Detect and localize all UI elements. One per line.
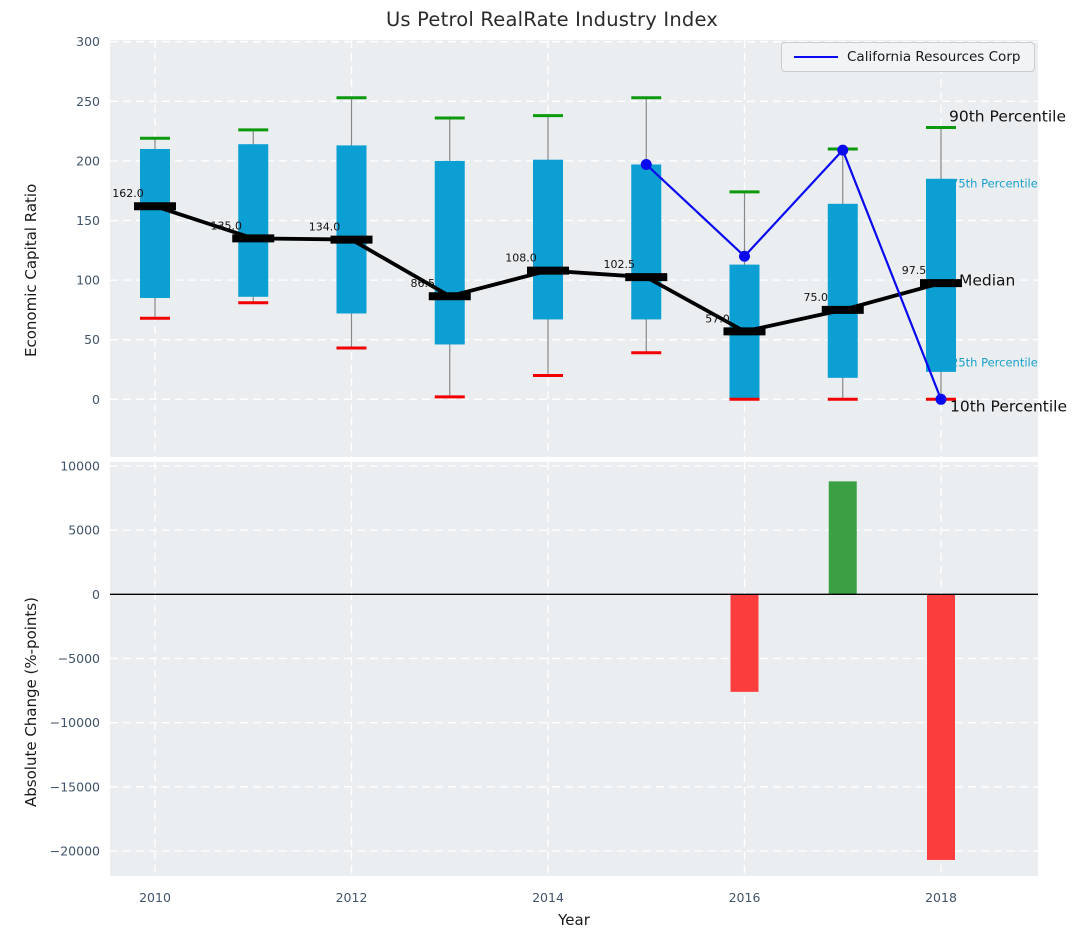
- xtick-2018: 2018: [925, 890, 957, 905]
- xtick-2012: 2012: [336, 890, 368, 905]
- top-ytick-100: 100: [76, 273, 100, 288]
- bottom-ytick--10000: −10000: [50, 715, 100, 730]
- box-2014: [533, 159, 563, 320]
- company-point-2018: [935, 393, 947, 405]
- top-ytick-150: 150: [76, 213, 100, 228]
- bottom-ytick--5000: −5000: [58, 651, 100, 666]
- change-bar-2016: [730, 594, 759, 692]
- bottom-ytick-5000: 5000: [68, 523, 100, 538]
- box-2017: [827, 203, 858, 378]
- box-2018: [926, 178, 956, 372]
- annotation-median: Median: [959, 271, 1016, 290]
- median-value-label-2015: 102.5: [604, 258, 636, 271]
- legend-line-sample-icon: [794, 56, 838, 58]
- median-value-label-2011: 135.0: [211, 219, 243, 232]
- bottom-plot-background: [110, 462, 1038, 876]
- box-2011: [238, 144, 269, 297]
- xtick-2016: 2016: [729, 890, 761, 905]
- box-2010: [140, 148, 170, 298]
- median-value-label-2016: 57.0: [705, 312, 730, 325]
- company-point-2015: [640, 158, 652, 170]
- median-value-label-2010: 162.0: [112, 187, 144, 200]
- median-value-label-2013: 86.5: [411, 277, 436, 290]
- box-2012: [336, 145, 367, 314]
- xtick-2014: 2014: [532, 890, 564, 905]
- xtick-2010: 2010: [139, 890, 171, 905]
- box-2015: [631, 164, 662, 320]
- top-ytick-0: 0: [92, 392, 100, 407]
- bottom-ytick--20000: −20000: [50, 843, 100, 858]
- top-ytick-200: 200: [76, 153, 100, 168]
- annotation-25th-percentile: 25th Percentile: [951, 355, 1038, 370]
- median-value-label-2018: 97.5: [902, 264, 927, 277]
- bottom-ytick-0: 0: [92, 587, 100, 602]
- change-bar-2017: [828, 481, 857, 595]
- median-value-label-2012: 134.0: [309, 221, 341, 234]
- annotation-10th-percentile: 10th Percentile: [950, 397, 1068, 416]
- change-bar-2018: [927, 594, 955, 860]
- company-line: [645, 148, 943, 400]
- bottom-ytick--15000: −15000: [50, 779, 100, 794]
- bottom-y-axis-label: Absolute Change (%-points): [22, 597, 40, 807]
- annotation-90th-percentile: 90th Percentile: [949, 107, 1067, 126]
- median-value-label-2014: 108.0: [505, 252, 537, 265]
- company-point-2016: [739, 250, 750, 262]
- top-ytick-300: 300: [76, 34, 100, 49]
- top-ytick-50: 50: [84, 332, 100, 347]
- bottom-ytick-10000: 10000: [60, 458, 100, 473]
- median-value-label-2017: 75.0: [804, 291, 829, 304]
- company-point-2017: [837, 144, 849, 156]
- top-y-axis-label: Economic Capital Ratio: [22, 183, 40, 357]
- legend-label: California Resources Corp: [847, 49, 1021, 65]
- x-axis-label: Year: [558, 911, 590, 929]
- box-2013: [434, 160, 465, 345]
- top-ytick-250: 250: [76, 94, 100, 109]
- chart-title: Us Petrol RealRate Industry Index: [385, 8, 719, 31]
- annotation-75th-percentile: 75th Percentile: [951, 176, 1038, 191]
- legend: California Resources Corp: [781, 42, 1036, 72]
